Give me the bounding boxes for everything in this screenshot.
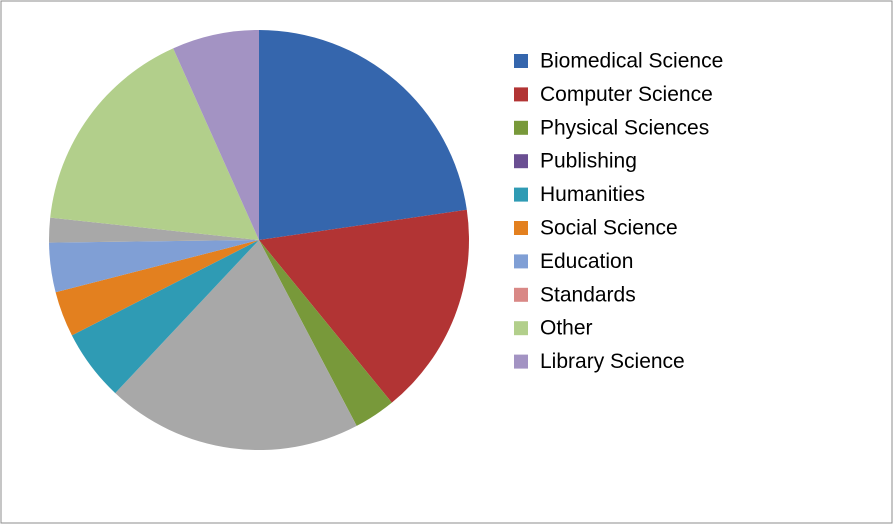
legend-label: Library Science	[540, 350, 685, 373]
legend-swatch	[514, 254, 528, 269]
legend-label: Publishing	[540, 150, 637, 173]
legend-label: Humanities	[540, 183, 645, 206]
legend-swatch	[514, 354, 528, 369]
legend-label: Education	[540, 250, 633, 273]
pie-slice	[55, 240, 260, 336]
legend-swatch	[514, 87, 528, 102]
pie-slice	[71, 240, 259, 394]
pie-slice	[115, 240, 357, 450]
legend-label: Computer Science	[540, 83, 713, 106]
legend-label: Biomedical Science	[540, 50, 723, 73]
pie-slice	[50, 48, 259, 241]
legend-swatch	[514, 120, 528, 135]
pie-slice	[259, 209, 469, 403]
legend-swatch	[514, 321, 528, 336]
legend-swatch	[514, 154, 528, 169]
pie-slice	[259, 240, 392, 426]
pie-slice	[49, 217, 260, 243]
pie-slice	[49, 240, 259, 293]
legend-label: Social Science	[540, 217, 678, 240]
legend-label: Physical Sciences	[540, 116, 709, 139]
legend-swatch	[514, 287, 528, 302]
pie-slice	[173, 30, 259, 240]
legend-swatch	[514, 54, 528, 68]
legend-label: Standards	[540, 283, 636, 306]
legend-label: Other	[540, 317, 593, 340]
legend-swatch	[514, 221, 528, 235]
pie-slice	[259, 30, 467, 240]
legend-swatch	[514, 187, 528, 202]
